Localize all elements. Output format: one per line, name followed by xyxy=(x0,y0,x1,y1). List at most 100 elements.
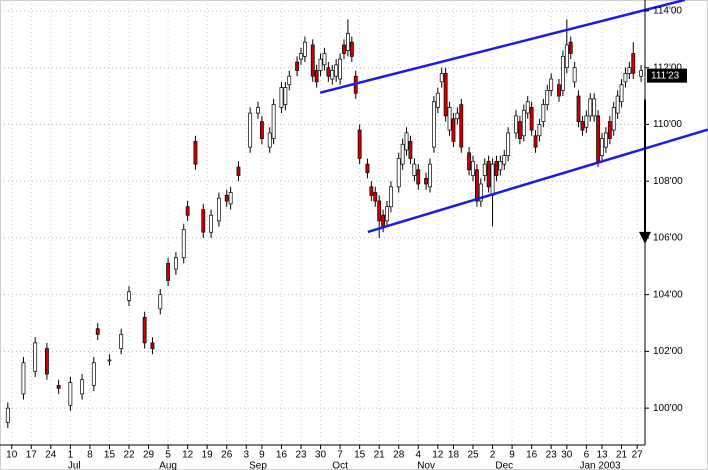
candle-body xyxy=(584,115,589,128)
candle-body xyxy=(256,107,260,114)
candle-body xyxy=(357,129,362,159)
candle-body xyxy=(564,44,569,69)
candle-body xyxy=(482,163,487,176)
candle-body xyxy=(549,78,554,91)
x-tick-label: 30 xyxy=(561,450,573,461)
candle-body xyxy=(474,169,479,202)
x-tick-label: 3 xyxy=(243,450,249,461)
candle-body xyxy=(631,53,636,74)
candle-body xyxy=(588,98,593,117)
candle-body xyxy=(627,67,632,74)
candle-body xyxy=(338,58,343,80)
candle-body xyxy=(287,75,292,86)
candle-body xyxy=(342,44,346,54)
candle-body xyxy=(21,362,26,395)
candle-body xyxy=(91,362,96,386)
candle-body xyxy=(412,163,417,176)
candle-body xyxy=(142,316,147,344)
x-tick-label: 23 xyxy=(546,450,558,461)
month-label: Oct xyxy=(332,461,348,470)
candle-body xyxy=(428,163,432,188)
candle-body xyxy=(568,41,573,54)
candle-body xyxy=(486,160,491,188)
x-tick-label: 30 xyxy=(315,450,327,461)
candle-body xyxy=(314,70,319,83)
candle-body xyxy=(478,183,483,202)
x-tick-label: 27 xyxy=(632,450,644,461)
candle-body xyxy=(158,294,163,310)
candle-body xyxy=(607,121,612,139)
candle-body xyxy=(95,328,100,335)
candle-body xyxy=(236,166,241,176)
candle-body xyxy=(44,348,49,375)
candle-body xyxy=(166,263,171,281)
y-tick-label: 110'00 xyxy=(653,119,682,130)
candle-body xyxy=(408,141,413,159)
y-tick-label: 100'00 xyxy=(653,403,683,414)
candle-body xyxy=(127,291,131,301)
candle-body xyxy=(400,143,405,165)
candle-body xyxy=(557,84,561,97)
month-label: Jan 2003 xyxy=(579,461,621,470)
candle-body xyxy=(299,53,303,60)
candle-body xyxy=(80,379,85,395)
candle-body xyxy=(592,98,597,117)
candle-body xyxy=(490,163,495,196)
candle-body xyxy=(216,197,221,222)
candle-body xyxy=(33,342,38,372)
candle-body xyxy=(279,87,284,108)
x-tick-label: 8 xyxy=(87,450,93,461)
candle-body xyxy=(318,58,323,71)
candle-body xyxy=(600,138,604,156)
candle-body xyxy=(521,109,526,137)
candle-body xyxy=(322,53,327,66)
x-tick-label: 4 xyxy=(415,450,421,461)
x-tick-label: 16 xyxy=(526,450,538,461)
candle-body xyxy=(494,160,499,176)
candle-body xyxy=(283,87,288,105)
candle-body xyxy=(576,95,581,122)
month-label: Aug xyxy=(159,461,177,470)
y-tick-label: 108'00 xyxy=(653,176,683,187)
x-tick-label: 18 xyxy=(448,450,460,461)
candle-body xyxy=(451,118,456,142)
candle-body xyxy=(5,407,10,423)
x-tick-label: 21 xyxy=(374,450,386,461)
candle-body xyxy=(471,160,475,176)
candle-body xyxy=(248,112,253,148)
y-tick-label: 106'00 xyxy=(653,233,683,244)
candle-body xyxy=(193,141,198,165)
candle-body xyxy=(267,132,272,148)
candle-body xyxy=(259,121,264,139)
candle-body xyxy=(173,257,178,270)
x-tick-label: 23 xyxy=(295,450,307,461)
candle-body xyxy=(181,229,186,259)
x-tick-label: 29 xyxy=(143,450,155,461)
candle-body xyxy=(369,186,374,196)
trend-line xyxy=(319,0,686,94)
candle-body xyxy=(330,70,335,80)
candle-body xyxy=(209,214,214,233)
candle-body xyxy=(529,107,534,131)
candle-body xyxy=(603,132,608,148)
candle-body xyxy=(459,104,464,148)
month-label: Dec xyxy=(495,461,513,470)
candle-body xyxy=(615,95,620,114)
x-tick-label: 16 xyxy=(276,450,288,461)
candle-body xyxy=(443,73,448,117)
candle-body xyxy=(447,107,452,131)
candle-body xyxy=(295,61,300,71)
candle-body xyxy=(107,359,112,362)
candle-body xyxy=(404,132,409,151)
candle-body xyxy=(416,169,421,185)
y-tick-label: 102'00 xyxy=(653,346,683,357)
x-tick-label: 9 xyxy=(509,450,515,461)
candle-body xyxy=(498,160,503,171)
candle-body xyxy=(381,214,386,227)
x-tick-label: 9 xyxy=(259,450,265,461)
candle-body xyxy=(580,121,585,131)
x-tick-label: 13 xyxy=(596,450,608,461)
x-tick-label: 25 xyxy=(467,450,479,461)
x-tick-label: 10 xyxy=(6,450,18,461)
